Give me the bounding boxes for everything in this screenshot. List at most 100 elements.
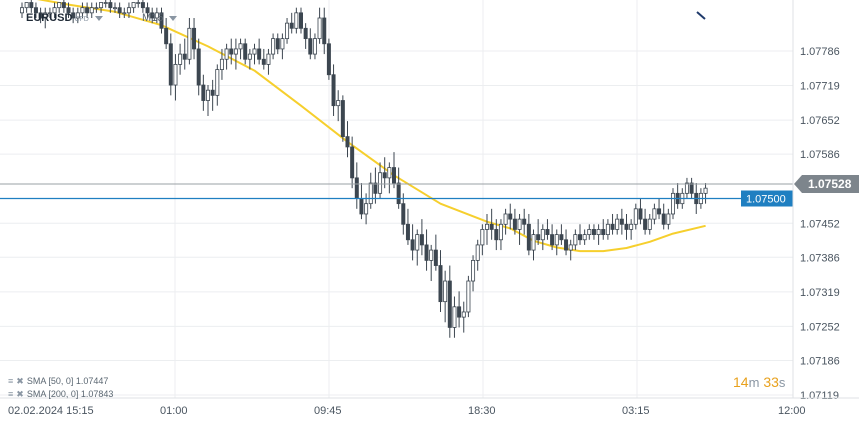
candle	[657, 198, 662, 220]
candle-body	[94, 7, 99, 10]
candle-body	[443, 280, 448, 303]
candle	[568, 239, 573, 261]
candle	[480, 224, 485, 256]
candle	[643, 208, 648, 235]
candle-body	[605, 223, 610, 236]
candle-body	[205, 89, 210, 101]
candle-body	[661, 213, 666, 225]
candle	[471, 255, 476, 292]
candle	[80, 2, 85, 18]
settings-icon[interactable]: ≡	[8, 376, 15, 386]
candle-body	[80, 7, 85, 14]
close-icon[interactable]: ✖	[16, 389, 25, 399]
candle-body	[131, 2, 136, 9]
candle	[126, 2, 131, 18]
candle-body	[201, 84, 206, 101]
candle	[52, 2, 57, 18]
candle	[196, 38, 201, 96]
candle-body	[140, 2, 145, 9]
candle	[475, 239, 480, 271]
candle-body	[322, 17, 327, 45]
candle	[71, 7, 76, 24]
candle	[512, 208, 517, 235]
indicator-sma200[interactable]: ≡ ✖ SMA [200, 0] 1.07843	[8, 389, 113, 400]
candle	[331, 64, 336, 116]
candle-body	[317, 17, 322, 40]
candle	[596, 224, 601, 245]
candle-body	[113, 7, 118, 10]
candle	[703, 183, 708, 204]
x-tick-label: 09:45	[314, 405, 342, 417]
candle-body	[684, 182, 689, 194]
candle	[61, 0, 66, 13]
candle	[578, 224, 583, 245]
instrument-type: CFD	[74, 16, 89, 23]
candle	[201, 74, 206, 111]
candle-body	[182, 53, 187, 60]
candle	[187, 17, 192, 65]
candle	[24, 2, 29, 13]
candle-body	[373, 182, 378, 194]
candle	[210, 79, 215, 111]
candle-body	[629, 223, 634, 230]
candle-body	[252, 48, 257, 55]
candle-body	[396, 182, 401, 205]
x-tick-label: 02.02.2024 15:15	[8, 405, 94, 417]
countdown-seconds: 33	[763, 374, 779, 390]
candle-body	[610, 223, 615, 230]
candle	[164, 17, 169, 49]
candle-body	[647, 218, 652, 230]
candle-body	[689, 182, 694, 194]
candle	[522, 208, 527, 235]
candle-body	[633, 208, 638, 225]
candle	[122, 7, 127, 18]
candle-body	[159, 12, 164, 29]
candle-body	[410, 239, 415, 251]
candle	[591, 224, 596, 240]
settings-icon[interactable]: ≡	[8, 389, 15, 399]
candle-body	[391, 167, 396, 184]
candle-body	[233, 48, 238, 55]
candle	[289, 12, 294, 34]
candle-body	[247, 53, 252, 60]
candle	[252, 43, 257, 65]
symbol-selector[interactable]: EURUSD CFD	[26, 12, 103, 24]
candle-body	[615, 218, 620, 230]
candle	[666, 208, 671, 230]
indicator-label: SMA [200, 0] 1.07843	[26, 389, 114, 399]
candle	[373, 167, 378, 204]
y-tick-label: 1.07586	[800, 149, 840, 161]
candle-body	[178, 53, 183, 65]
candle	[564, 229, 569, 256]
candle	[238, 38, 243, 60]
candle	[345, 121, 350, 158]
draw-tool-icon[interactable]	[696, 11, 706, 20]
candle-body	[447, 280, 452, 328]
candle	[108, 0, 113, 13]
candle-body	[424, 244, 429, 261]
candle-body	[401, 203, 406, 225]
candle	[136, 0, 141, 8]
candle-body	[66, 7, 71, 14]
countdown-min-unit: m	[748, 375, 760, 390]
candle-body	[559, 234, 564, 241]
candle-body	[475, 244, 480, 261]
close-icon[interactable]: ✖	[16, 376, 25, 386]
candle	[378, 162, 383, 199]
y-tick-label: 1.07386	[800, 252, 840, 264]
indicator-sma50[interactable]: ≡ ✖ SMA [50, 0] 1.07447	[8, 376, 108, 387]
candle-body	[285, 22, 290, 40]
timeframe-selector[interactable]: M15	[142, 12, 178, 24]
candle-body	[568, 244, 573, 251]
candle-body	[484, 223, 489, 230]
candle-body	[540, 229, 545, 241]
candle	[150, 7, 155, 24]
candle-body	[196, 48, 201, 86]
candle-body	[187, 27, 192, 60]
y-tick-label: 1.07652	[800, 115, 840, 127]
candle-body	[536, 234, 541, 241]
candle	[484, 213, 489, 245]
candle-body	[429, 249, 434, 261]
candle-body	[89, 7, 94, 14]
